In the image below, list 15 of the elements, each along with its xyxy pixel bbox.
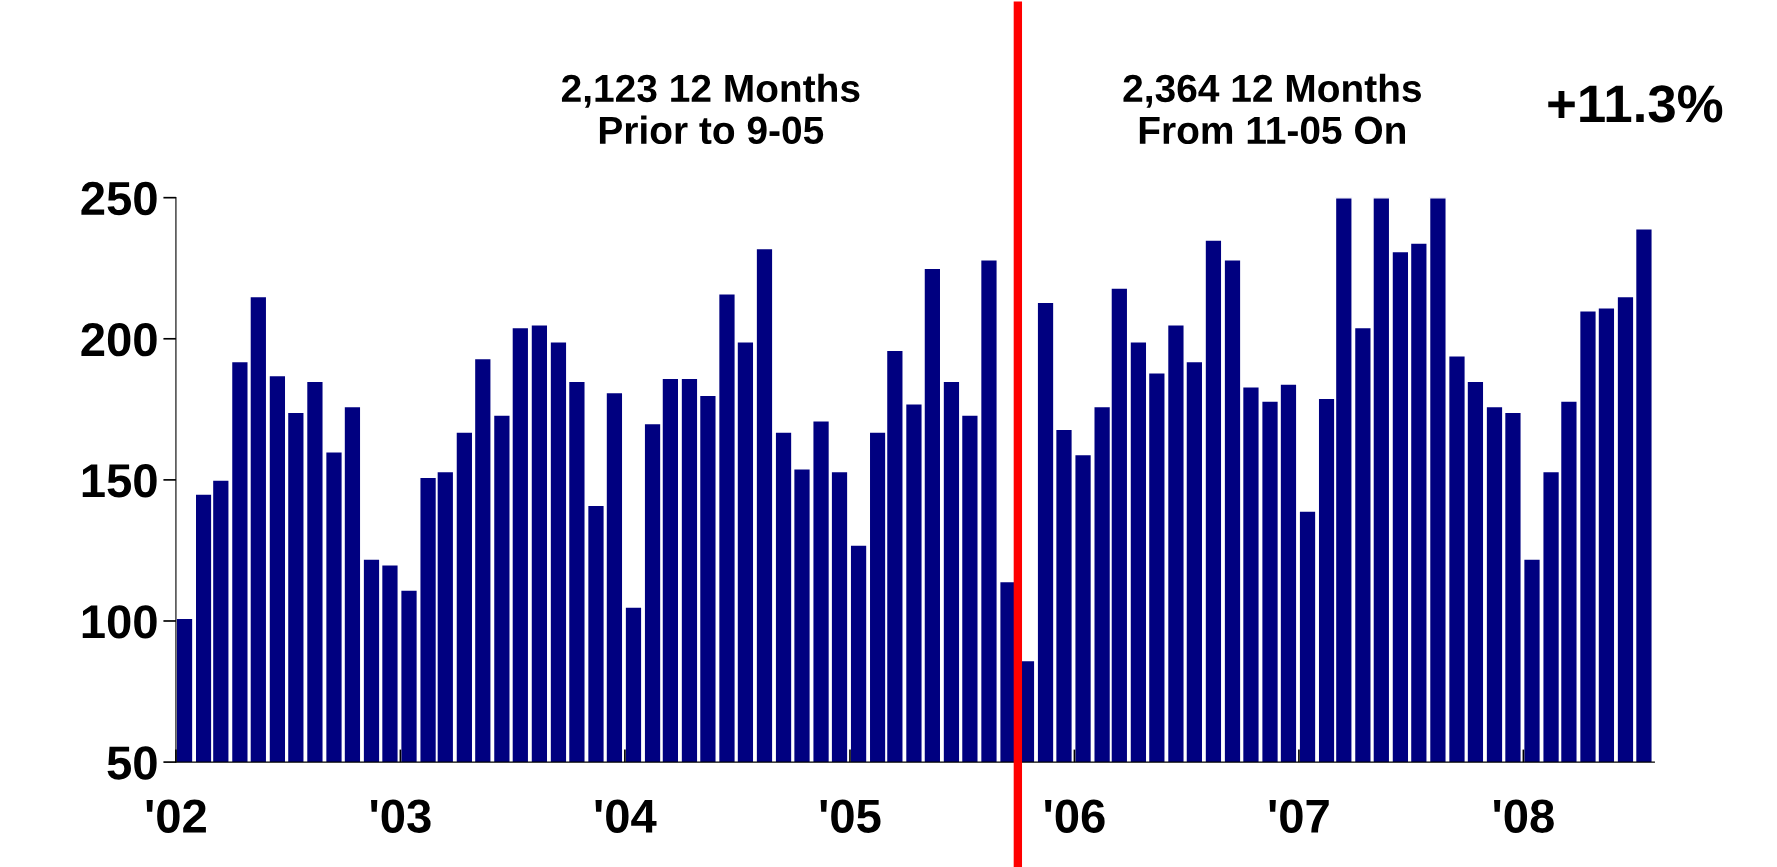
y-tick-label: 100 [82, 605, 157, 639]
x-tick-label: '05 [820, 799, 881, 833]
x-tick-label: '06 [1045, 799, 1105, 833]
x-tick-label: '02 [146, 799, 206, 833]
text: 2,123 12 Months Prior to 9-05 [561, 73, 860, 145]
x-tick-label: '08 [1494, 799, 1554, 833]
x-tick-label: '07 [1269, 799, 1329, 833]
y-tick-label: 150 [82, 464, 157, 498]
y-tick-label: 200 [81, 322, 157, 357]
x-tick-label: '03 [371, 799, 431, 833]
y-tick-label: 50 [107, 746, 157, 780]
y-tick-label: 250 [81, 181, 157, 216]
x-tick-label: '04 [595, 799, 657, 833]
text: +11.3% [1548, 85, 1723, 123]
text: 2,364 12 Months From 11-05 On [1123, 73, 1421, 145]
